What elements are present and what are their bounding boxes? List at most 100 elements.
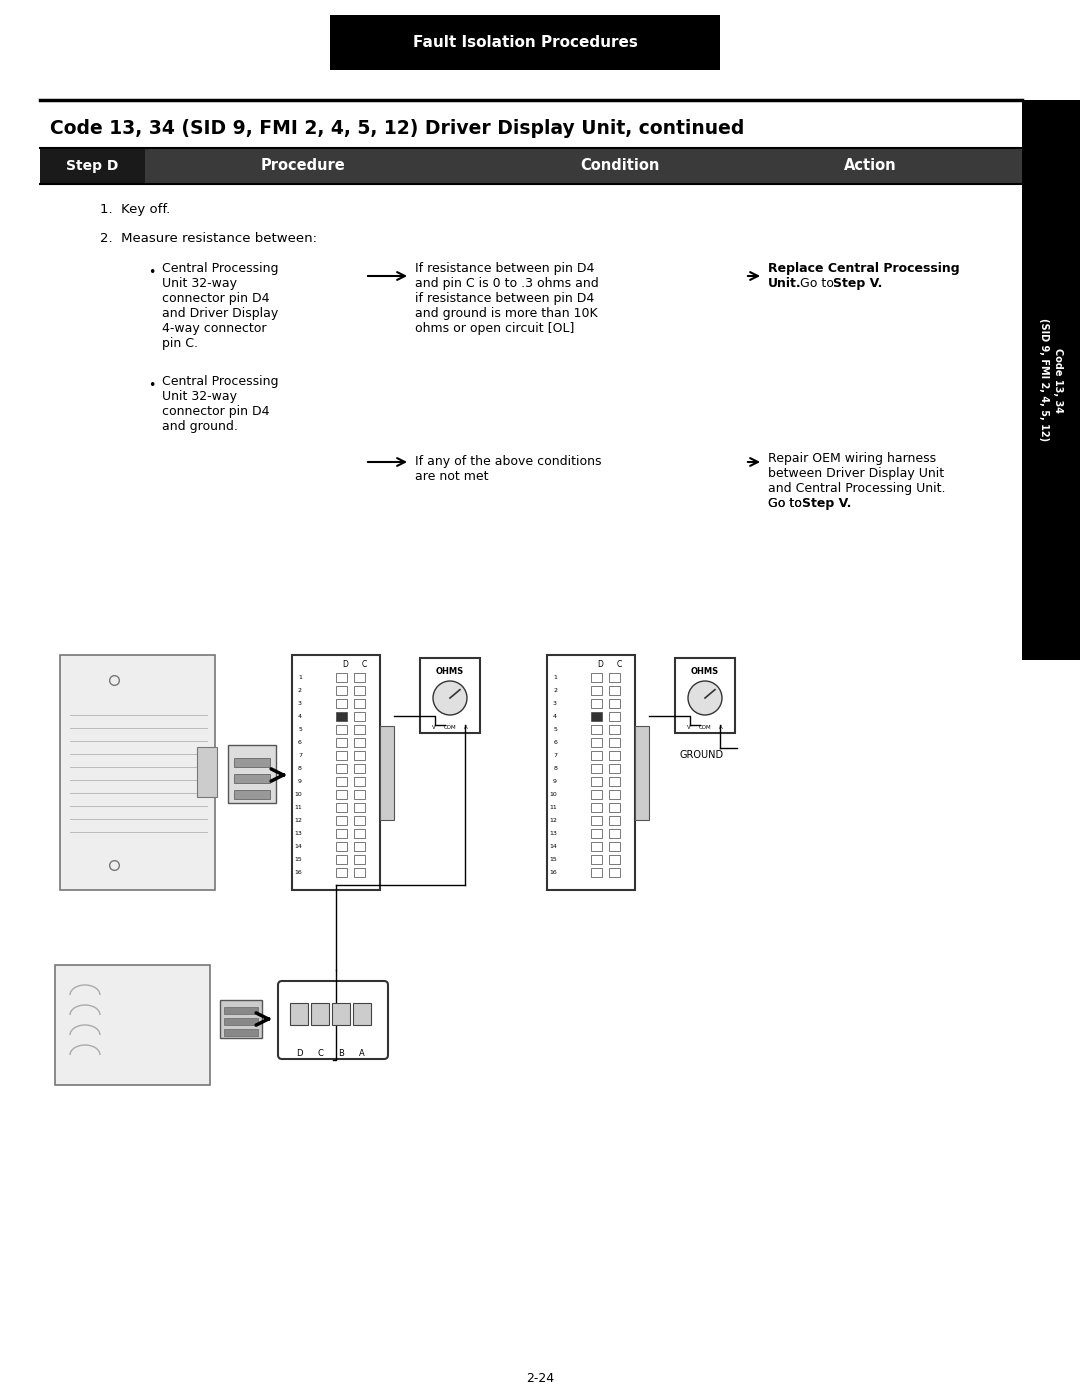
Text: 5: 5: [298, 726, 302, 732]
Bar: [380, 725, 394, 820]
Bar: [336, 803, 347, 812]
Bar: [353, 752, 365, 760]
Text: 2: 2: [298, 687, 302, 693]
Bar: [591, 855, 602, 863]
Bar: [336, 698, 347, 708]
Bar: [40, 148, 145, 184]
Bar: [40, 148, 1022, 184]
Text: Unit.: Unit.: [768, 277, 801, 291]
Text: A: A: [360, 1049, 365, 1058]
Text: C: C: [362, 659, 367, 669]
Bar: [234, 774, 270, 782]
Bar: [353, 712, 365, 721]
Bar: [609, 738, 620, 747]
Text: 10: 10: [294, 792, 302, 798]
Text: 4: 4: [298, 714, 302, 719]
Text: 16: 16: [294, 870, 302, 875]
Bar: [546, 655, 635, 890]
Bar: [311, 1003, 329, 1025]
Bar: [353, 777, 365, 787]
Bar: [591, 673, 602, 682]
Bar: [609, 764, 620, 773]
Bar: [234, 759, 270, 767]
Text: and ground is more than 10K: and ground is more than 10K: [415, 307, 597, 320]
Bar: [228, 745, 276, 803]
Bar: [336, 789, 347, 799]
Text: 11: 11: [294, 805, 302, 810]
Bar: [292, 655, 380, 890]
Bar: [60, 655, 215, 890]
Bar: [353, 803, 365, 812]
Text: and Driver Display: and Driver Display: [162, 307, 279, 320]
Bar: [609, 803, 620, 812]
Bar: [353, 828, 365, 838]
Text: A: A: [719, 725, 723, 731]
Bar: [609, 777, 620, 787]
Bar: [336, 868, 347, 877]
Bar: [591, 803, 602, 812]
Bar: [220, 1000, 262, 1038]
Bar: [336, 725, 347, 733]
Text: 9: 9: [298, 780, 302, 784]
Text: Fault Isolation Procedures: Fault Isolation Procedures: [413, 35, 637, 50]
Bar: [591, 712, 602, 721]
Text: V: V: [687, 725, 691, 731]
Bar: [224, 1030, 258, 1037]
Text: Code 13, 34 (SID 9, FMI 2, 4, 5, 12) Driver Display Unit, continued: Code 13, 34 (SID 9, FMI 2, 4, 5, 12) Dri…: [50, 119, 744, 137]
Text: 12: 12: [294, 819, 302, 823]
Text: B: B: [338, 1049, 343, 1058]
Bar: [353, 1003, 372, 1025]
Bar: [591, 686, 602, 694]
Text: if resistance between pin D4: if resistance between pin D4: [415, 292, 594, 305]
Text: 9: 9: [553, 780, 557, 784]
Text: OHMS: OHMS: [691, 666, 719, 676]
Bar: [336, 777, 347, 787]
Bar: [336, 712, 347, 721]
Text: 1.  Key off.: 1. Key off.: [100, 204, 171, 217]
Bar: [353, 738, 365, 747]
Bar: [336, 752, 347, 760]
Bar: [336, 738, 347, 747]
Bar: [635, 725, 649, 820]
Text: 14: 14: [549, 844, 557, 849]
Bar: [55, 965, 210, 1085]
Text: 11: 11: [550, 805, 557, 810]
Text: 5: 5: [553, 726, 557, 732]
Text: COM: COM: [699, 725, 712, 731]
Bar: [291, 1003, 308, 1025]
Bar: [609, 789, 620, 799]
Text: 7: 7: [553, 753, 557, 759]
Text: 15: 15: [550, 856, 557, 862]
Bar: [591, 764, 602, 773]
Bar: [609, 868, 620, 877]
Bar: [353, 764, 365, 773]
Bar: [591, 816, 602, 826]
Text: 4-way connector: 4-way connector: [162, 321, 267, 335]
Bar: [336, 686, 347, 694]
Text: are not met: are not met: [415, 469, 488, 483]
Bar: [609, 686, 620, 694]
Bar: [336, 842, 347, 851]
Text: V: V: [432, 725, 436, 731]
Text: If resistance between pin D4: If resistance between pin D4: [415, 263, 594, 275]
Text: A: A: [464, 725, 468, 731]
Text: GROUND: GROUND: [680, 750, 724, 760]
Bar: [353, 686, 365, 694]
Bar: [336, 855, 347, 863]
Text: 10: 10: [550, 792, 557, 798]
Bar: [330, 15, 720, 70]
Text: Go to: Go to: [768, 497, 806, 510]
Text: COM: COM: [444, 725, 457, 731]
Bar: [332, 1003, 350, 1025]
Bar: [353, 789, 365, 799]
Text: OHMS: OHMS: [436, 666, 464, 676]
Text: 6: 6: [298, 740, 302, 745]
Text: between Driver Display Unit: between Driver Display Unit: [768, 467, 944, 481]
Text: ohms or open circuit [OL]: ohms or open circuit [OL]: [415, 321, 575, 335]
Text: 1: 1: [298, 675, 302, 680]
Bar: [591, 752, 602, 760]
Text: Code 13, 34
(SID 9, FMI 2, 4, 5, 12): Code 13, 34 (SID 9, FMI 2, 4, 5, 12): [1039, 319, 1063, 441]
Bar: [336, 764, 347, 773]
Bar: [591, 868, 602, 877]
Bar: [353, 816, 365, 826]
